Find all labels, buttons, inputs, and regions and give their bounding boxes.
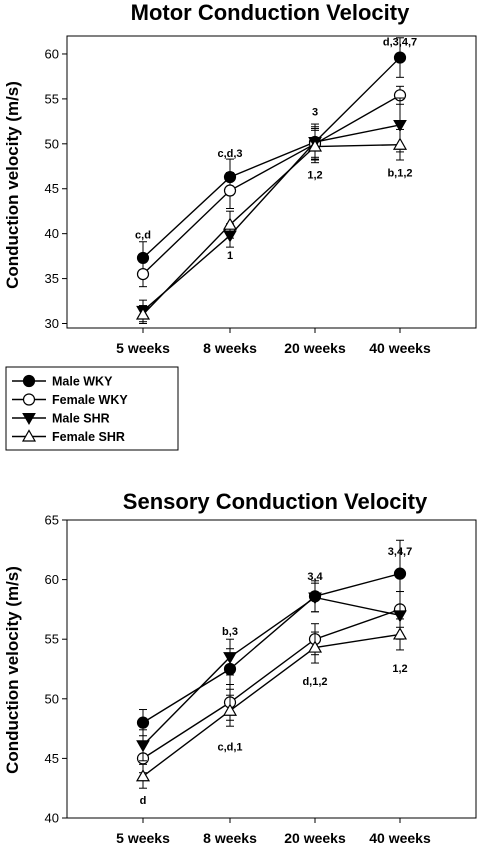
sensory-series-line	[142, 572, 401, 724]
sensory-y-tick-label: 40	[45, 811, 59, 826]
sensory-data-point	[392, 627, 408, 640]
motor-series-line	[142, 94, 401, 275]
motor-data-point	[135, 307, 151, 320]
legend-marker	[22, 393, 36, 406]
legend-item-male-wky: Male WKY	[12, 375, 113, 389]
motor-series-female-shr	[135, 128, 408, 325]
sensory-data-point	[393, 567, 407, 580]
motor-annotation: 1,2	[307, 169, 322, 181]
sensory-data-point	[393, 610, 407, 623]
sensory-series-male-shr	[136, 582, 407, 762]
motor-annotation: c,d,3	[217, 148, 242, 160]
motor-y-tick-label: 35	[45, 271, 59, 286]
legend-item-male-shr: Male SHR	[12, 412, 110, 426]
sensory-annotation: d	[140, 795, 147, 807]
motor-x-tick-label: 5 weeks	[116, 340, 170, 356]
sensory-x-tick-label: 40 weeks	[369, 830, 431, 846]
motor-annotation: c,d	[135, 230, 151, 242]
motor-y-tick-label: 40	[45, 226, 59, 241]
sensory-series-line	[142, 608, 401, 759]
sensory-marks: b,3 c,d,1 3,4 d,1,2 3,4,7 1,2 d	[135, 539, 412, 807]
motor-data-point	[392, 137, 408, 150]
sensory-annotation: b,3	[222, 626, 238, 638]
motor-series-line	[142, 57, 401, 259]
sensory-x-tick-label: 8 weeks	[203, 830, 257, 846]
motor-x-tick-label: 40 weeks	[369, 340, 431, 356]
motor-series-male-shr	[136, 97, 407, 323]
legend-marker	[21, 429, 37, 442]
sensory-data-point	[223, 652, 237, 665]
sensory-annotation: 3,4,7	[388, 546, 412, 558]
sensory-series-male-wky	[136, 539, 407, 737]
sensory-data-point	[136, 716, 150, 729]
motor-annotation: 3	[312, 106, 318, 118]
sensory-y-tick-label: 65	[45, 513, 59, 528]
motor-y-tick-label: 50	[45, 136, 59, 151]
motor-series-male-wky	[136, 37, 407, 275]
legend-item-female-shr: Female SHR	[12, 429, 125, 444]
sensory-annotation: c,d,1	[217, 741, 242, 753]
sensory-x-tick-label: 20 weeks	[284, 830, 346, 846]
motor-series-line	[142, 144, 401, 316]
sensory-plot-frame	[66, 519, 477, 819]
motor-y-axis-label: Conduction velocity (m/s)	[3, 81, 22, 289]
motor-series-line	[142, 124, 401, 312]
legend-items: Male WKY Female WKY Male SHR Female SHR	[12, 375, 128, 444]
sensory-data-point	[307, 640, 323, 653]
legend-marker	[22, 413, 36, 426]
sensory-chart: Sensory Conduction Velocity Conduction v…	[3, 489, 477, 846]
sensory-data-point	[222, 703, 238, 716]
motor-data-point	[393, 119, 407, 132]
sensory-x-tick-label: 5 weeks	[116, 830, 170, 846]
sensory-annotation: 3,4	[307, 571, 323, 583]
sensory-annotation: 1,2	[392, 663, 407, 675]
sensory-data-point	[135, 769, 151, 782]
motor-data-point	[307, 139, 323, 152]
sensory-data-point	[308, 592, 322, 605]
sensory-data-point	[136, 740, 150, 753]
motor-x-tick-label: 20 weeks	[284, 340, 346, 356]
sensory-y-axis-label: Conduction velocity (m/s)	[3, 566, 22, 774]
motor-x-tick-label: 8 weeks	[203, 340, 257, 356]
motor-plot-frame	[66, 35, 477, 329]
motor-y-tick-label: 30	[45, 316, 59, 331]
legend-label: Male WKY	[52, 375, 113, 389]
sensory-axes: 40 45 50 55 60 65 5 weeks 8 weeks 20 weeks 40 wee…	[45, 513, 477, 846]
motor-annotation: b,1,2	[387, 168, 412, 180]
sensory-series-female-shr	[135, 618, 408, 789]
sensory-series-female-wky	[136, 591, 407, 774]
motor-data-point	[222, 217, 238, 230]
motor-y-tick-label: 45	[45, 181, 59, 196]
legend: Male WKY Female WKY Male SHR Female SHR	[5, 366, 179, 451]
motor-y-tick-label: 60	[45, 46, 59, 61]
legend-marker	[22, 374, 36, 388]
sensory-series-line	[142, 596, 401, 746]
motor-annotation: d,3,4,7	[383, 36, 417, 48]
legend-item-female-wky: Female WKY	[12, 393, 128, 407]
motor-axes: 30 35 40 45 50 55 60 5 weeks 8 weeks 20 weeks 40 w…	[45, 35, 477, 356]
motor-data-point	[136, 267, 150, 281]
motor-chart: Motor Conduction Velocity Conduction vel…	[3, 0, 477, 356]
legend-label: Female WKY	[52, 393, 128, 407]
motor-marks: c,d c,d,3 1 3 1,2 d,3,4,7 b,1,2	[135, 36, 417, 325]
sensory-annotation: d,1,2	[302, 676, 327, 688]
motor-annotation: 1	[227, 250, 233, 262]
sensory-chart-title: Sensory Conduction Velocity	[123, 489, 428, 514]
sensory-y-tick-label: 55	[45, 632, 59, 647]
motor-data-point	[393, 51, 407, 64]
sensory-series-line	[142, 633, 401, 777]
motor-y-tick-label: 55	[45, 91, 59, 106]
sensory-y-tick-label: 60	[45, 572, 59, 587]
motor-data-point	[223, 184, 237, 197]
sensory-y-tick-label: 45	[45, 751, 59, 766]
motor-chart-title: Motor Conduction Velocity	[131, 0, 410, 25]
legend-label: Male SHR	[52, 412, 110, 426]
sensory-y-tick-label: 50	[45, 691, 59, 706]
legend-label: Female SHR	[52, 430, 125, 444]
